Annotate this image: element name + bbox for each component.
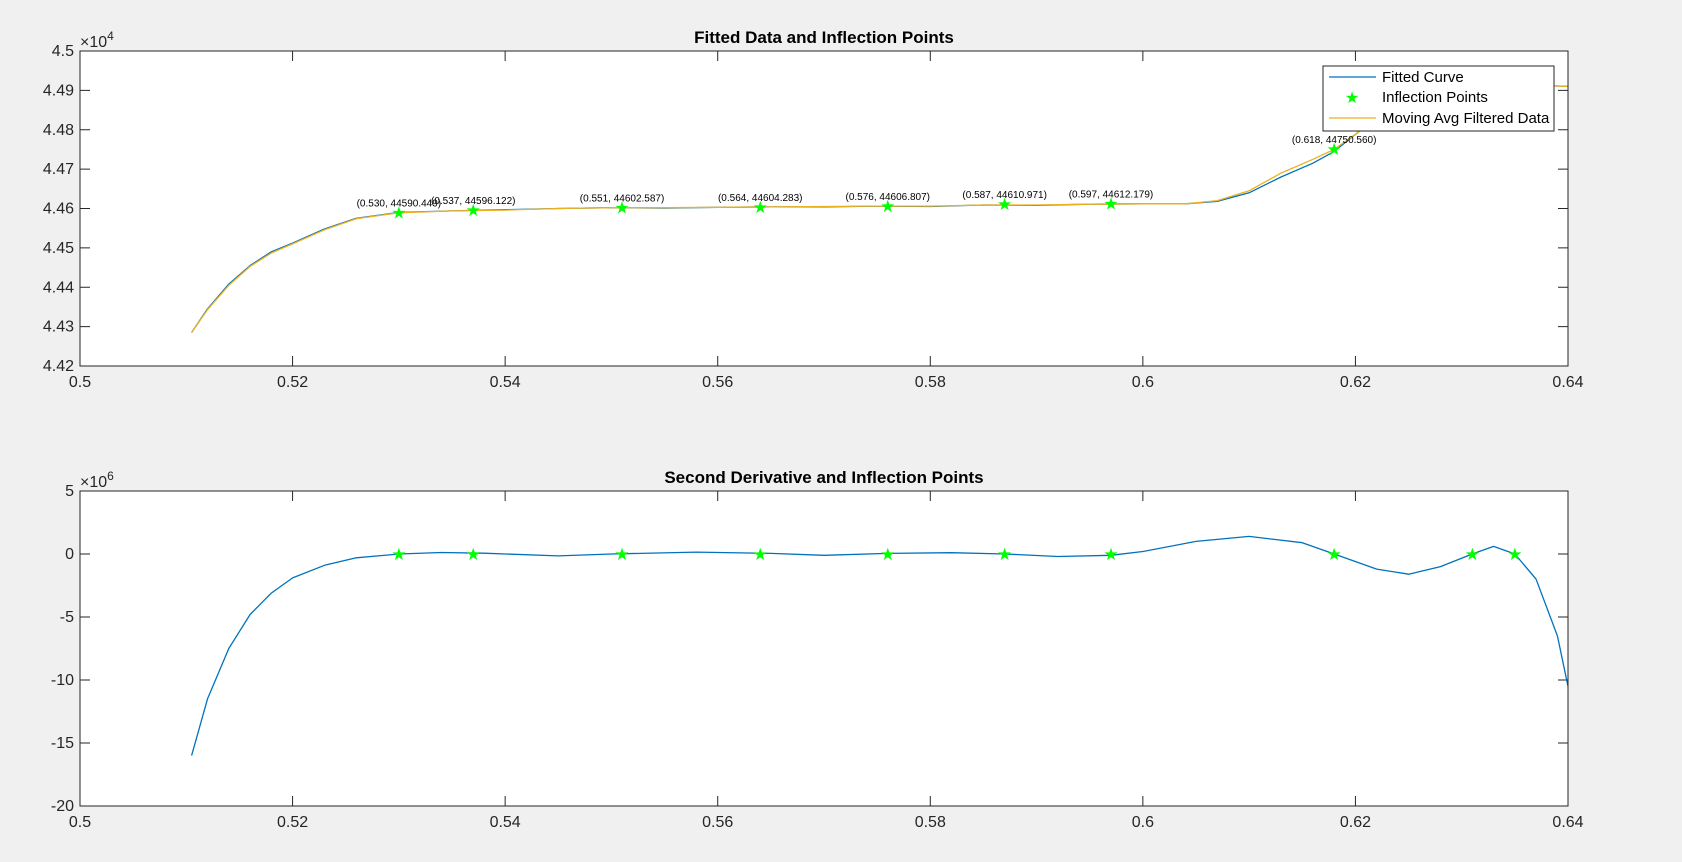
derivative-ytick-label: 5: [65, 483, 74, 500]
fitted-inflection-point: ★: [1327, 140, 1342, 159]
derivative-inflection-point: ★: [1507, 545, 1522, 564]
derivative-y-multiplier: ×106: [80, 469, 114, 491]
derivative-ytick-label: -10: [51, 672, 74, 689]
fitted-xtick-label: 0.52: [277, 374, 308, 391]
derivative-xtick-label: 0.56: [702, 814, 733, 831]
fitted-ytick-label: 4.45: [43, 240, 74, 257]
derivative-chart-title: Second Derivative and Inflection Points: [664, 468, 983, 487]
fitted-ytick-label: 4.47: [43, 161, 74, 178]
legend-points-label: Inflection Points: [1382, 89, 1488, 106]
derivative-inflection-point: ★: [753, 545, 768, 564]
fitted-ytick-label: 4.5: [52, 43, 74, 60]
derivative-ytick-label: 0: [65, 546, 74, 563]
second-derivative-axes: Second Derivative and Inflection Points …: [51, 468, 1584, 831]
fitted-xtick-label: 0.54: [490, 374, 521, 391]
derivative-xtick-label: 0.52: [277, 814, 308, 831]
fitted-xtick-label: 0.56: [702, 374, 733, 391]
fitted-xtick-label: 0.6: [1132, 374, 1154, 391]
derivative-ytick-label: -20: [51, 798, 74, 815]
fitted-xtick-label: 0.64: [1552, 374, 1583, 391]
derivative-xtick-label: 0.6: [1132, 814, 1154, 831]
legend-fitted-label: Fitted Curve: [1382, 69, 1464, 86]
fitted-xtick-label: 0.62: [1340, 374, 1371, 391]
derivative-xtick-label: 0.62: [1340, 814, 1371, 831]
fitted-ytick-label: 4.44: [43, 279, 74, 296]
fitted-axes-box: [79, 50, 1569, 367]
inflection-point-label: (0.576, 44606.807): [846, 192, 931, 203]
legend: Fitted Curve ★ Inflection Points Moving …: [1322, 65, 1555, 132]
inflection-point-label: (0.618, 44750.560): [1292, 135, 1377, 146]
second-derivative-line: [190, 535, 1569, 756]
derivative-inflection-point: ★: [997, 545, 1012, 564]
fitted-chart-title: Fitted Data and Inflection Points: [694, 28, 954, 47]
fitted-inflection-point: ★: [614, 198, 629, 217]
derivative-inflection-point: ★: [614, 545, 629, 564]
derivative-inflection-point: ★: [1103, 545, 1118, 564]
inflection-point-label: (0.551, 44602.587): [580, 193, 665, 204]
fitted-inflection-point: ★: [997, 195, 1012, 214]
fitted-ytick-label: 4.49: [43, 82, 74, 99]
derivative-xtick-label: 0.54: [490, 814, 521, 831]
derivative-inflection-point: ★: [1465, 545, 1480, 564]
fitted-ytick-label: 4.48: [43, 122, 74, 139]
derivative-xtick-label: 0.5: [69, 814, 91, 831]
fitted-ytick-label: 4.46: [43, 201, 74, 218]
derivative-xtick-label: 0.64: [1552, 814, 1583, 831]
inflection-point-label: (0.537, 44596.122): [431, 196, 516, 207]
fitted-y-multiplier: ×104: [80, 29, 114, 51]
fitted-plot-area: [80, 51, 1568, 366]
derivative-inflection-point: ★: [1327, 545, 1342, 564]
fitted-xtick-label: 0.58: [915, 374, 946, 391]
derivative-inflection-point: ★: [466, 545, 481, 564]
derivative-plot-area: [80, 491, 1568, 806]
fitted-ytick-label: 4.43: [43, 319, 74, 336]
derivative-inflection-point: ★: [880, 545, 895, 564]
fitted-inflection-point: ★: [880, 197, 895, 216]
derivative-ytick-label: -15: [51, 735, 74, 752]
inflection-point-label: (0.564, 44604.283): [718, 193, 803, 204]
fitted-inflection-point: ★: [1103, 195, 1118, 214]
moving-avg-line: [191, 82, 1569, 333]
fitted-data-axes: Fitted Data and Inflection Points ×104 0…: [43, 28, 1584, 391]
fitted-ytick-label: 4.42: [43, 358, 74, 375]
fitted-inflection-point: ★: [466, 201, 481, 220]
fitted-inflection-point: ★: [391, 203, 406, 222]
derivative-axes-box: [79, 490, 1569, 807]
inflection-point-label: (0.587, 44610.971): [962, 190, 1047, 201]
derivative-inflection-point: ★: [391, 545, 406, 564]
fitted-inflection-point: ★: [753, 198, 768, 217]
legend-movavg-label: Moving Avg Filtered Data: [1382, 110, 1550, 127]
inflection-point-label: (0.530, 44590.449): [357, 198, 442, 209]
fitted-xtick-label: 0.5: [69, 374, 91, 391]
legend-points-swatch: ★: [1345, 90, 1359, 107]
inflection-point-label: (0.597, 44612.179): [1069, 190, 1154, 201]
derivative-ytick-label: -5: [60, 609, 74, 626]
derivative-xtick-label: 0.58: [915, 814, 946, 831]
